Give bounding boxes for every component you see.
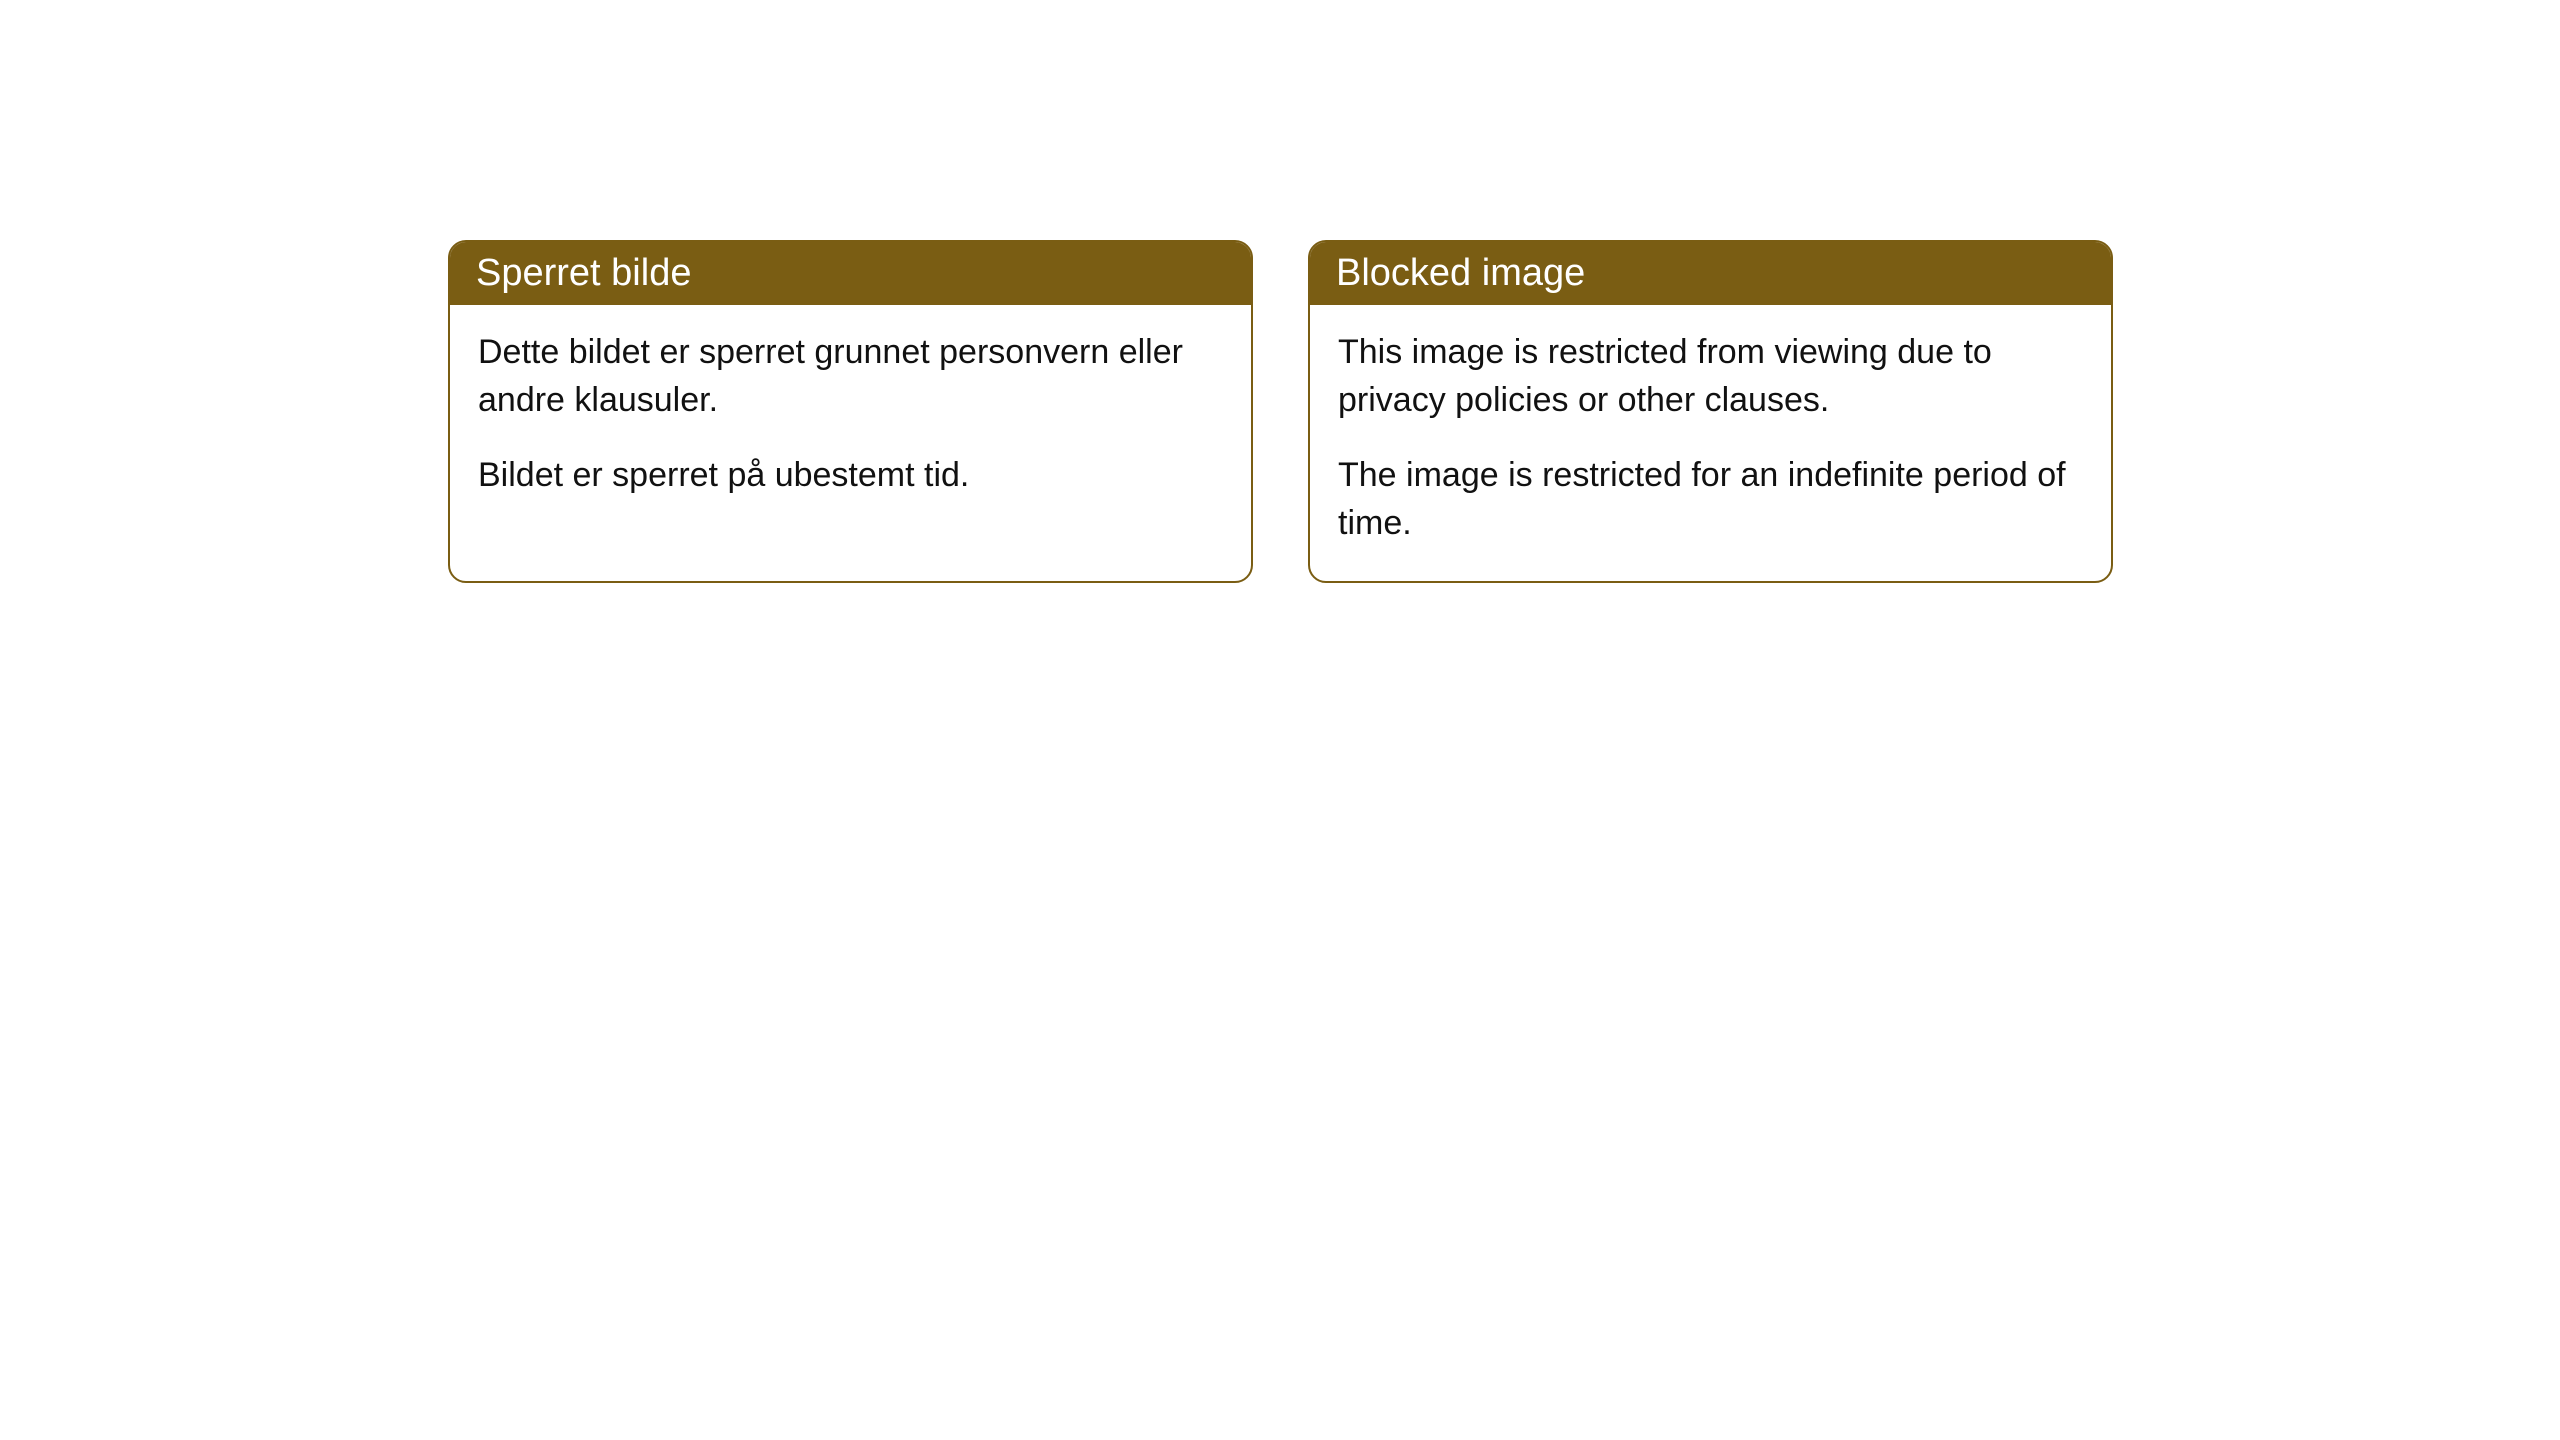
notice-container: Sperret bilde Dette bildet er sperret gr…	[448, 240, 2113, 583]
card-header: Sperret bilde	[450, 242, 1251, 305]
notice-card-norwegian: Sperret bilde Dette bildet er sperret gr…	[448, 240, 1253, 583]
card-body: This image is restricted from viewing du…	[1310, 305, 2111, 581]
card-header: Blocked image	[1310, 242, 2111, 305]
card-paragraph: Bildet er sperret på ubestemt tid.	[478, 452, 1223, 500]
card-body: Dette bildet er sperret grunnet personve…	[450, 305, 1251, 534]
card-paragraph: This image is restricted from viewing du…	[1338, 329, 2083, 424]
notice-card-english: Blocked image This image is restricted f…	[1308, 240, 2113, 583]
card-paragraph: The image is restricted for an indefinit…	[1338, 452, 2083, 547]
card-title: Blocked image	[1336, 252, 1585, 294]
card-paragraph: Dette bildet er sperret grunnet personve…	[478, 329, 1223, 424]
card-title: Sperret bilde	[476, 252, 691, 294]
